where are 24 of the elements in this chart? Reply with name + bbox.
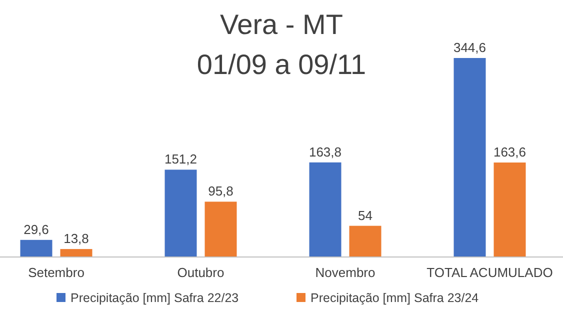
data-label: 29,6 [24,222,49,237]
data-label: 95,8 [208,184,234,199]
legend-label: Precipitação [mm] Safra 22/23 [70,291,239,305]
data-label: 151,2 [164,152,198,167]
bar [494,162,526,257]
chart-title: Vera - MT [220,9,343,40]
bar [60,249,92,257]
chart-subtitle: 01/09 a 09/11 [196,49,366,80]
data-label: 54 [358,208,372,223]
bar [454,58,486,257]
bar [20,240,52,257]
bar [164,170,197,257]
bar [309,162,342,257]
x-tick-label: Setembro [28,265,84,280]
x-tick-label: TOTAL ACUMULADO [426,265,553,280]
data-label: 163,8 [308,144,342,160]
data-label: 13,8 [64,231,89,246]
bar [204,202,237,257]
bar [349,226,382,257]
x-tick-label: Outubro [177,265,224,280]
data-label: 163,6 [493,144,526,160]
legend-label: Precipitação [mm] Safra 23/24 [310,291,479,305]
data-label: 344,6 [453,40,486,55]
x-tick-label: Novembro [315,265,376,280]
